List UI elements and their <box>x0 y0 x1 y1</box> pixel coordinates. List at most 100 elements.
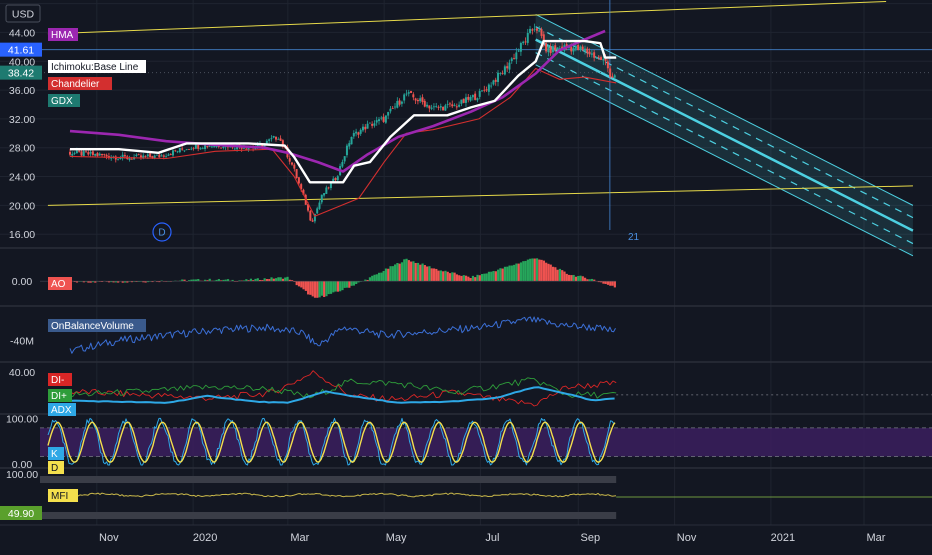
candle[interactable] <box>94 153 97 157</box>
candle[interactable] <box>506 62 509 73</box>
mfi-pane[interactable] <box>40 476 932 519</box>
mfi-value-tag[interactable]: 49.90 <box>0 506 42 520</box>
candle[interactable] <box>139 153 142 160</box>
candle[interactable] <box>542 31 545 48</box>
candle[interactable] <box>375 116 378 126</box>
candle[interactable] <box>462 98 465 104</box>
candle[interactable] <box>117 158 120 161</box>
candle[interactable] <box>387 111 390 120</box>
ichimoku-legend[interactable]: Ichimoku:Base Line <box>48 60 146 73</box>
candle[interactable] <box>611 73 614 79</box>
ao-pane[interactable] <box>40 258 617 298</box>
candle[interactable] <box>426 102 429 109</box>
candle[interactable] <box>274 136 277 142</box>
candle[interactable] <box>554 42 557 53</box>
candle[interactable] <box>373 120 376 128</box>
candle[interactable] <box>297 177 300 186</box>
candle[interactable] <box>320 194 323 205</box>
candle[interactable] <box>572 46 575 55</box>
candle[interactable] <box>540 27 543 39</box>
candle[interactable] <box>368 122 371 124</box>
candle[interactable] <box>204 144 207 152</box>
candle[interactable] <box>323 193 326 198</box>
candle[interactable] <box>471 94 474 101</box>
candle[interactable] <box>508 59 511 74</box>
candle[interactable] <box>526 28 529 46</box>
candle[interactable] <box>311 218 314 223</box>
candle[interactable] <box>490 82 493 89</box>
candle[interactable] <box>487 83 490 96</box>
candle[interactable] <box>545 40 548 54</box>
candle[interactable] <box>87 150 90 156</box>
candle[interactable] <box>442 106 445 111</box>
candle[interactable] <box>327 186 330 190</box>
candle[interactable] <box>293 162 296 172</box>
candle[interactable] <box>80 149 83 158</box>
candle[interactable] <box>586 46 589 58</box>
last-price-tag[interactable]: 38.42 <box>0 65 42 80</box>
candle[interactable] <box>499 72 502 76</box>
candle[interactable] <box>423 98 426 108</box>
candle[interactable] <box>155 154 158 156</box>
candle[interactable] <box>593 49 596 62</box>
candle[interactable] <box>364 124 367 133</box>
candle[interactable] <box>382 113 385 123</box>
candle[interactable] <box>483 85 486 93</box>
candle[interactable] <box>432 103 435 111</box>
candle[interactable] <box>98 152 101 156</box>
trendline-0[interactable] <box>47 0 887 35</box>
candle[interactable] <box>574 44 577 52</box>
candle[interactable] <box>121 151 124 161</box>
candle[interactable] <box>291 161 294 166</box>
candle[interactable] <box>394 103 397 110</box>
candle[interactable] <box>600 55 603 61</box>
candle[interactable] <box>492 79 495 86</box>
candle[interactable] <box>361 123 364 133</box>
candle[interactable] <box>446 100 449 109</box>
candle[interactable] <box>279 135 282 141</box>
candle[interactable] <box>494 77 497 86</box>
candle[interactable] <box>606 59 609 73</box>
candle[interactable] <box>480 90 483 92</box>
candle[interactable] <box>309 209 312 222</box>
candle[interactable] <box>268 138 271 144</box>
candle[interactable] <box>535 27 538 34</box>
candle[interactable] <box>371 121 374 129</box>
candle[interactable] <box>533 23 536 32</box>
stoch-pane[interactable] <box>40 417 932 466</box>
candle[interactable] <box>547 44 550 57</box>
currency-badge[interactable]: USD <box>5 4 41 23</box>
candle[interactable] <box>359 128 362 136</box>
candle[interactable] <box>350 136 353 145</box>
candle[interactable] <box>206 145 209 149</box>
candle[interactable] <box>201 146 204 150</box>
candle[interactable] <box>469 95 472 102</box>
candle[interactable] <box>295 168 298 179</box>
gdx-legend[interactable]: GDX <box>48 94 80 107</box>
candle[interactable] <box>384 115 387 124</box>
candle[interactable] <box>414 97 417 105</box>
candle[interactable] <box>272 135 275 139</box>
candle[interactable] <box>458 101 461 108</box>
candle[interactable] <box>403 93 406 104</box>
stoch-d-legend[interactable]: D <box>48 461 64 474</box>
candle[interactable] <box>288 155 291 165</box>
candle[interactable] <box>149 152 152 159</box>
candle[interactable] <box>407 89 410 97</box>
candle[interactable] <box>510 57 513 64</box>
candle[interactable] <box>160 153 163 157</box>
candle[interactable] <box>128 155 131 162</box>
candle[interactable] <box>101 153 104 157</box>
mfi-legend[interactable]: MFI <box>48 489 78 502</box>
candle[interactable] <box>405 89 408 97</box>
candle[interactable] <box>316 206 319 214</box>
candle[interactable] <box>389 106 392 114</box>
candle[interactable] <box>341 159 344 168</box>
candle[interactable] <box>318 200 321 210</box>
candle[interactable] <box>313 213 316 224</box>
candle[interactable] <box>549 43 552 56</box>
candle[interactable] <box>89 149 92 157</box>
candle[interactable] <box>325 185 328 194</box>
candle[interactable] <box>478 88 481 100</box>
candle[interactable] <box>181 145 184 151</box>
